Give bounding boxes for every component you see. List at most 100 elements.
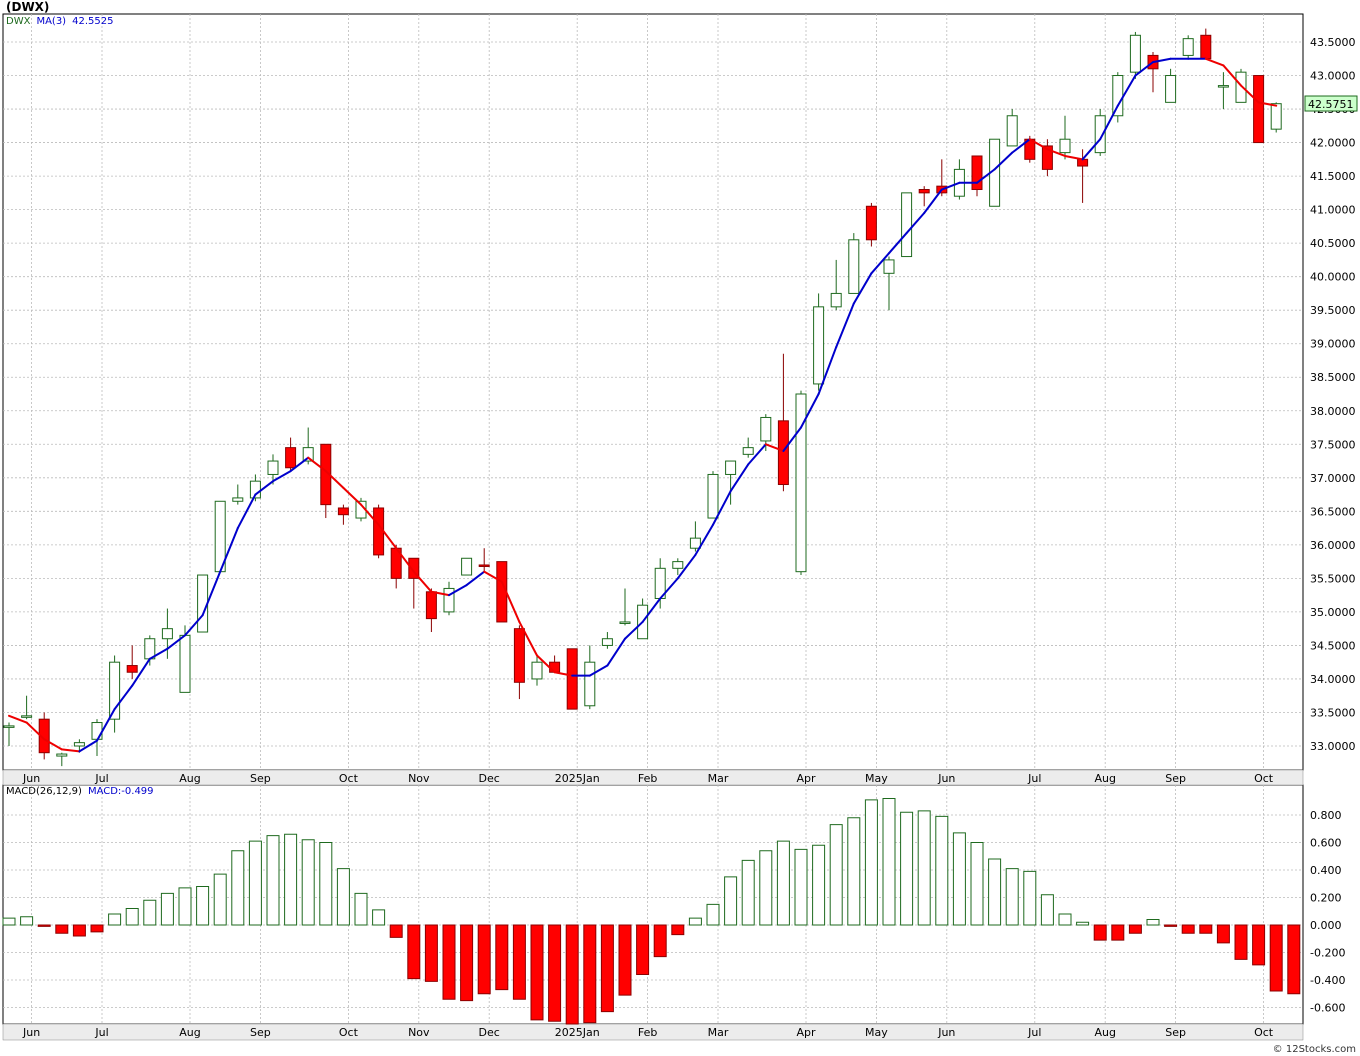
macd-bar xyxy=(1199,924,1213,934)
macd-bar xyxy=(512,924,526,1000)
ma-line-segment xyxy=(395,547,415,573)
macd-x-tick-label: Oct xyxy=(1254,1026,1274,1039)
price-y-tick-label: 40.0000 xyxy=(1310,271,1356,284)
ma-line-segment xyxy=(712,490,732,526)
ma-line-segment xyxy=(747,443,767,466)
candle-body xyxy=(320,443,332,506)
price-x-tick-label: May xyxy=(865,772,888,785)
price-x-tick-label: 2025Jan xyxy=(555,772,600,785)
candle-body xyxy=(760,416,772,442)
candle-body xyxy=(1077,158,1089,167)
ma-line-segment xyxy=(219,527,239,573)
price-y-tick-label: 42.0000 xyxy=(1310,137,1356,150)
price-y-tick-label: 33.0000 xyxy=(1310,740,1356,753)
price-legend: DWX MA(3) 42.5525 xyxy=(6,16,119,27)
ma-line-segment xyxy=(1028,138,1049,151)
macd-bar xyxy=(1164,924,1178,927)
macd-x-tick-label: Oct xyxy=(339,1026,359,1039)
candle-body xyxy=(566,648,578,710)
ma-line-segment xyxy=(8,714,28,724)
macd-bar xyxy=(1287,924,1301,995)
symbol-label: DWX xyxy=(6,16,31,27)
ma-line-segment xyxy=(25,721,46,741)
ma-line-segment xyxy=(342,486,362,506)
candle-body xyxy=(302,447,314,462)
candle-body xyxy=(478,564,490,567)
macd-bar xyxy=(2,917,16,926)
macd-bar xyxy=(1234,924,1248,960)
macd-bar xyxy=(460,924,474,1002)
macd-bar xyxy=(618,924,632,996)
ma-line-segment xyxy=(1222,64,1242,87)
macd-bar xyxy=(178,887,192,926)
macd-y-tick-label: 0.000 xyxy=(1310,919,1342,932)
ma-line-segment xyxy=(360,503,380,526)
footer-credit: © 12Stocks.com xyxy=(1272,1044,1356,1055)
macd-y-tick-label: -0.400 xyxy=(1310,974,1345,987)
macd-bar xyxy=(724,876,738,926)
price-x-tick-label: Oct xyxy=(1254,772,1274,785)
ma-line-segment xyxy=(113,684,134,711)
candle-body xyxy=(1182,38,1194,56)
macd-bar xyxy=(1023,870,1037,926)
candle-body xyxy=(38,718,50,754)
ma-line-segment xyxy=(1134,61,1154,77)
macd-bar xyxy=(55,924,69,934)
candle-body xyxy=(373,507,385,556)
candle-body xyxy=(1235,71,1247,103)
price-panel xyxy=(2,13,1304,771)
ma-line-segment xyxy=(993,151,1014,171)
macd-x-tick-label: Nov xyxy=(408,1026,430,1039)
candle-body xyxy=(777,420,789,486)
macd-bar xyxy=(424,924,438,982)
ma-line-segment xyxy=(166,634,186,650)
ma-line-segment xyxy=(624,620,644,640)
ma-line-segment xyxy=(606,637,626,667)
macd-label: MACD(26,12,9) xyxy=(6,786,82,797)
ma-line-segment xyxy=(60,748,81,753)
candle-body xyxy=(672,561,684,569)
candle-body xyxy=(73,742,85,747)
chart-title: (DWX) xyxy=(6,0,50,14)
macd-x-tick-label: Jul xyxy=(94,1026,108,1039)
ma-line-segment xyxy=(800,393,820,429)
candle-body xyxy=(1006,115,1018,147)
macd-bar xyxy=(125,908,139,926)
macd-bar xyxy=(248,840,262,926)
macd-bar xyxy=(284,833,298,926)
macd-x-tick-label: Aug xyxy=(1094,1026,1115,1039)
macd-bar xyxy=(935,815,949,926)
candle-body xyxy=(126,665,138,673)
candle-body xyxy=(830,292,842,308)
macd-bar xyxy=(319,842,333,926)
candle-body xyxy=(1200,34,1212,60)
macd-bar xyxy=(565,924,579,1025)
candle-body xyxy=(179,634,191,693)
candle-body xyxy=(1217,85,1229,88)
macd-bar xyxy=(477,924,491,995)
macd-bar xyxy=(829,824,843,926)
price-y-tick-label: 39.0000 xyxy=(1310,338,1356,351)
last-price-box xyxy=(1304,95,1358,112)
candle-body xyxy=(408,557,420,579)
macd-bar xyxy=(741,859,755,926)
macd-bar xyxy=(917,810,931,926)
price-y-tick-label: 35.0000 xyxy=(1310,606,1356,619)
price-y-tick-label: 34.5000 xyxy=(1310,639,1356,652)
price-y-tick-label: 41.0000 xyxy=(1310,204,1356,217)
macd-x-tick-label: Aug xyxy=(179,1026,200,1039)
macd-bar xyxy=(794,848,808,926)
price-x-tick-label: Apr xyxy=(796,772,816,785)
price-y-tick-label: 38.5000 xyxy=(1310,371,1356,384)
macd-bar xyxy=(37,924,51,927)
candle-body xyxy=(742,447,754,455)
macd-x-tick-label: Sep xyxy=(250,1026,271,1039)
candle-body xyxy=(707,473,719,519)
candle-body xyxy=(1253,75,1265,144)
macd-bar xyxy=(372,909,386,926)
candle-body xyxy=(584,661,596,707)
candle-body xyxy=(197,574,209,633)
candle-body xyxy=(1094,115,1106,154)
price-x-tick-label: Aug xyxy=(179,772,200,785)
